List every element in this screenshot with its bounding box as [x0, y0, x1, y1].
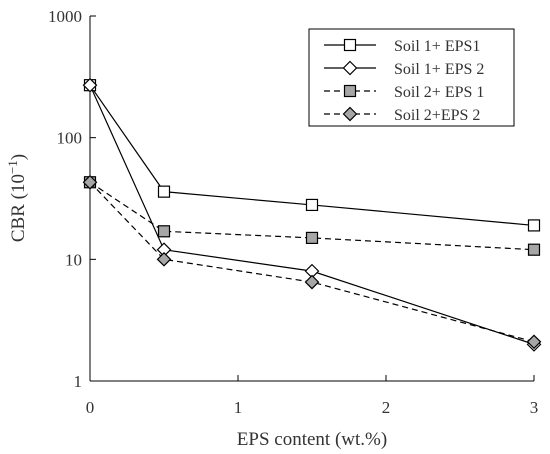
- x-tick-label: 3: [530, 398, 539, 417]
- series-line: [89, 181, 535, 251]
- legend-label: Soil 2+ EPS 1: [394, 84, 484, 101]
- data-point: [157, 185, 171, 198]
- data-point: [157, 225, 171, 238]
- data-point: [305, 231, 319, 245]
- y-axis: 1 10 100 1000: [48, 7, 96, 391]
- series-line: [89, 84, 535, 345]
- y-axis-title-close: ): [8, 154, 29, 160]
- y-axis-title-main: CBR (10: [8, 174, 29, 242]
- legend-label: Soil 1+ EPS 2: [394, 61, 484, 78]
- x-tick-label: 2: [382, 398, 391, 417]
- series-4: [82, 174, 542, 350]
- legend: Soil 1+ EPS1 Soil 1+ EPS 2 Soil 2+ EPS 1 So…: [308, 28, 515, 127]
- x-axis: 0 1 2 3: [86, 375, 539, 417]
- legend-marker: [342, 106, 358, 122]
- data-point: [156, 251, 172, 267]
- data-point: [527, 243, 541, 256]
- legend-item-4: Soil 2+EPS 2: [324, 106, 480, 124]
- x-tick-label: 0: [86, 398, 95, 417]
- legend-item-3: Soil 2+ EPS 1: [324, 84, 484, 101]
- series-layer: [82, 77, 542, 352]
- plot-frame: [89, 16, 534, 382]
- legend-label: Soil 1+ EPS1: [394, 38, 480, 55]
- y-tick-label: 10: [65, 250, 82, 269]
- x-axis-title: EPS content (wt.%): [237, 429, 387, 450]
- y-tick-label: 1000: [48, 7, 82, 26]
- legend-label: Soil 2+EPS 2: [394, 107, 480, 124]
- legend-marker: [343, 84, 357, 98]
- data-point: [82, 77, 98, 93]
- legend-item-2: Soil 1+ EPS 2: [324, 60, 484, 78]
- y-axis-title-exponent: −1: [5, 160, 20, 174]
- y-tick-label: 100: [57, 129, 83, 148]
- series-line: [89, 181, 535, 343]
- legend-item-1: Soil 1+ EPS1: [324, 38, 480, 55]
- x-tick-label: 1: [234, 398, 243, 417]
- data-point: [526, 334, 542, 350]
- y-axis-title: CBR (10−1): [5, 154, 29, 242]
- data-point: [304, 274, 320, 290]
- legend-marker: [342, 60, 358, 76]
- data-point: [82, 174, 98, 190]
- data-point: [527, 219, 541, 232]
- y-tick-label: 1: [74, 372, 83, 391]
- series-line: [89, 84, 535, 227]
- series-3: [83, 176, 541, 256]
- legend-marker: [343, 38, 357, 52]
- data-point: [305, 198, 319, 212]
